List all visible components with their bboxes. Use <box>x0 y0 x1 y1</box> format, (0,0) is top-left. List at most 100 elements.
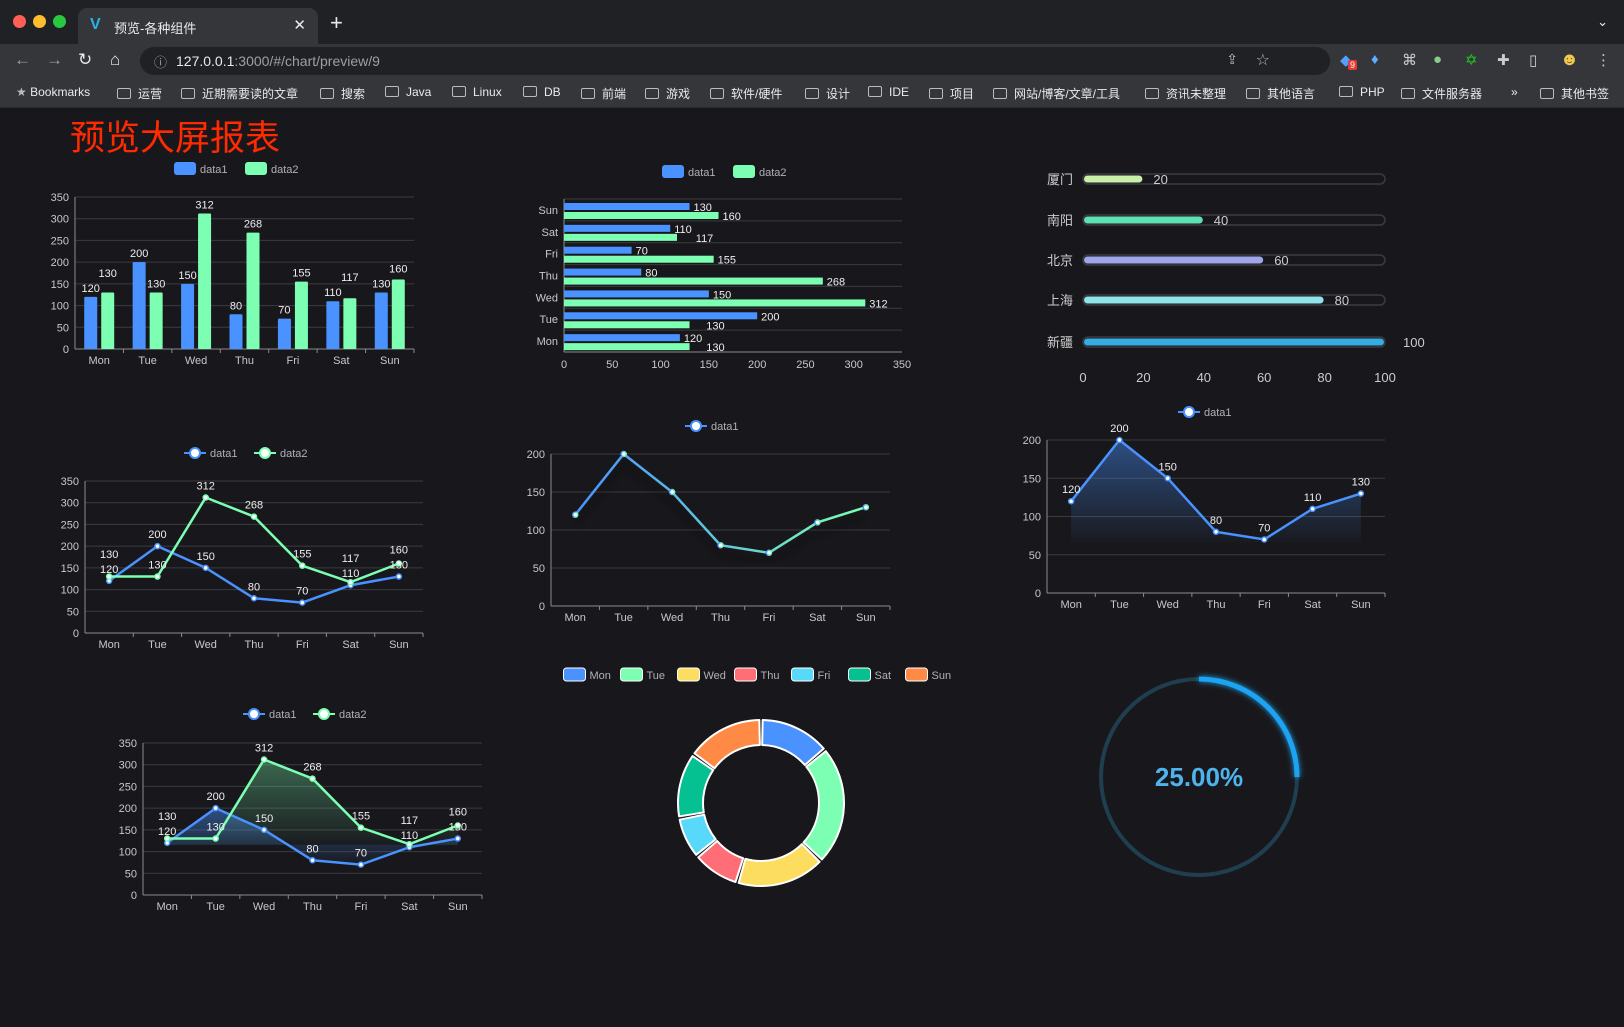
other-bookmarks-folder[interactable]: 其他书签 <box>1540 85 1609 102</box>
data-label: 268 <box>245 500 263 512</box>
legend-item-data2[interactable]: data2 <box>254 447 308 460</box>
legend-item-data2[interactable]: data2 <box>733 165 787 179</box>
data-point <box>309 857 316 864</box>
legend-item-data1[interactable]: data1 <box>685 420 739 433</box>
data-label: 120 <box>1062 484 1080 496</box>
donut-slice-Mon[interactable] <box>761 719 825 767</box>
legend-item-data1[interactable]: data1 <box>174 162 228 176</box>
bookmark-folder[interactable]: 搜索 <box>320 85 365 102</box>
x-tick-label: Sun <box>1351 599 1371 611</box>
donut-slice-Tue[interactable] <box>802 750 845 861</box>
tab-search-chevron-icon[interactable]: ⌄ <box>1597 14 1608 29</box>
progress-track <box>1082 294 1386 306</box>
menu-kebab-icon[interactable]: ⋮ <box>1596 52 1611 69</box>
legend-swatch-icon <box>662 165 684 178</box>
bookmark-folder[interactable]: 网站/博客/文章/工具 <box>993 85 1120 102</box>
donut-slice-Wed[interactable] <box>737 843 821 887</box>
legend-item-Sun[interactable]: Sun <box>905 667 952 682</box>
legend-item-data2[interactable]: data2 <box>245 162 299 176</box>
home-icon[interactable]: ⌂ <box>110 50 121 69</box>
data-point <box>347 578 354 586</box>
close-tab-icon[interactable]: ✕ <box>293 17 306 34</box>
legend-item-data1[interactable]: data1 <box>1178 406 1232 419</box>
forward-icon[interactable]: → <box>46 50 63 69</box>
donut-slice-Fri[interactable] <box>678 813 717 856</box>
x-tick-label: Sun <box>856 612 876 624</box>
donut-slice-Sat[interactable] <box>677 755 715 818</box>
legend-item-Mon[interactable]: Mon <box>563 667 611 682</box>
new-tab-button[interactable]: + <box>330 10 343 35</box>
bookmark-folder[interactable]: Linux <box>452 85 502 99</box>
line-data1 <box>574 452 867 555</box>
bookmark-folder[interactable]: 文件服务器 <box>1401 85 1482 102</box>
command-extension-icon[interactable]: ⌘ <box>1402 52 1417 69</box>
circle-extension-icon[interactable]: ● <box>1433 51 1443 68</box>
bookmark-folder[interactable]: 项目 <box>929 85 974 102</box>
back-icon[interactable]: ← <box>14 50 31 69</box>
donut-slice-Sun[interactable] <box>693 719 761 770</box>
x-tick-label: 150 <box>700 359 718 371</box>
legend-label: Thu <box>761 670 780 682</box>
data-point <box>357 824 365 831</box>
y-tick-label: 50 <box>1029 550 1041 562</box>
legend-item-data1[interactable]: data1 <box>184 447 238 460</box>
chart-6: data1 0 50 100 150 200 Mon Tue Wed Thu Fri Sat Sun 70… <box>1023 406 1386 611</box>
bookmark-folder[interactable]: 前端 <box>581 85 626 102</box>
address-bar[interactable]: ⓘ 127.0.0.1:3000/#/chart/preview/9 ⇪ ☆ <box>140 47 1330 75</box>
legend-item-Sat[interactable]: Sat <box>848 667 892 682</box>
bookmark-star-icon[interactable]: ☆ <box>1255 52 1270 69</box>
maximize-window-button[interactable] <box>53 15 66 28</box>
bookmark-label: 游戏 <box>666 87 691 101</box>
data-label: 200 <box>761 311 779 323</box>
bookmark-folder[interactable]: IDE <box>868 85 909 99</box>
site-info-icon[interactable]: ⓘ <box>154 55 168 70</box>
bookmarks-overflow-button[interactable]: » <box>1511 85 1518 99</box>
browser-tab[interactable]: V 预览-各种组件 ✕ <box>78 8 318 44</box>
bookmark-folder[interactable]: 软件/硬件 <box>710 85 782 102</box>
data-label: 70 <box>636 246 648 258</box>
progress-label: 新疆 <box>1047 335 1073 350</box>
y-tick-label: 150 <box>61 563 79 575</box>
bookmarks-button[interactable]: ★ Bookmarks <box>16 85 90 99</box>
progress-fill-南阳 <box>1084 216 1203 224</box>
legend-item-Fri[interactable]: Fri <box>791 667 831 682</box>
legend-item-data1[interactable]: data1 <box>662 165 716 179</box>
extension-icon[interactable]: ◆ 9 <box>1340 52 1358 70</box>
data-point <box>299 562 306 569</box>
legend-item-data1[interactable]: data1 <box>243 708 297 721</box>
diamond-extension-icon[interactable]: ♦ <box>1371 51 1379 68</box>
bookmark-folder[interactable]: 游戏 <box>645 85 690 102</box>
donut-slice-Thu[interactable] <box>697 839 745 883</box>
data-label: 312 <box>197 481 215 493</box>
bookmark-folder[interactable]: 设计 <box>805 85 850 102</box>
bookmark-folder[interactable]: 其他语言 <box>1246 85 1315 102</box>
bookmark-folder[interactable]: 近期需要读的文章 <box>181 85 298 102</box>
data-label: 160 <box>723 211 741 223</box>
legend-label: Sat <box>875 670 892 682</box>
bookmark-folder[interactable]: DB <box>523 85 561 99</box>
bookmark-folder[interactable]: 运营 <box>117 85 162 102</box>
legend-item-Tue[interactable]: Tue <box>620 667 666 682</box>
profile-avatar[interactable]: ☻ <box>1560 49 1579 69</box>
x-tick-label: Thu <box>245 639 264 651</box>
folder-icon <box>645 88 659 99</box>
legend-item-data2[interactable]: data2 <box>313 708 367 721</box>
folder-icon <box>993 88 1007 99</box>
legend-circle-icon <box>259 447 271 459</box>
y-tick-label: 250 <box>119 781 137 793</box>
share-icon[interactable]: ⇪ <box>1226 51 1238 67</box>
legend-item-Thu[interactable]: Thu <box>734 667 780 682</box>
bookmark-label: 软件/硬件 <box>731 87 783 101</box>
data-point <box>309 775 316 782</box>
reload-icon[interactable]: ↻ <box>78 50 93 69</box>
legend-item-Wed[interactable]: Wed <box>677 667 726 682</box>
bookmark-folder[interactable]: 资讯未整理 <box>1145 85 1226 102</box>
bookmark-folder[interactable]: PHP <box>1339 85 1385 99</box>
close-window-button[interactable] <box>13 15 26 28</box>
star-extension-icon[interactable]: ✡ <box>1465 52 1478 69</box>
bookmark-folder[interactable]: Java <box>385 85 431 99</box>
bookmark-label: 资讯未整理 <box>1166 87 1227 101</box>
side-panel-icon[interactable]: ▯ <box>1529 52 1538 69</box>
minimize-window-button[interactable] <box>33 15 46 28</box>
extensions-puzzle-icon[interactable]: ✚ <box>1497 52 1510 69</box>
